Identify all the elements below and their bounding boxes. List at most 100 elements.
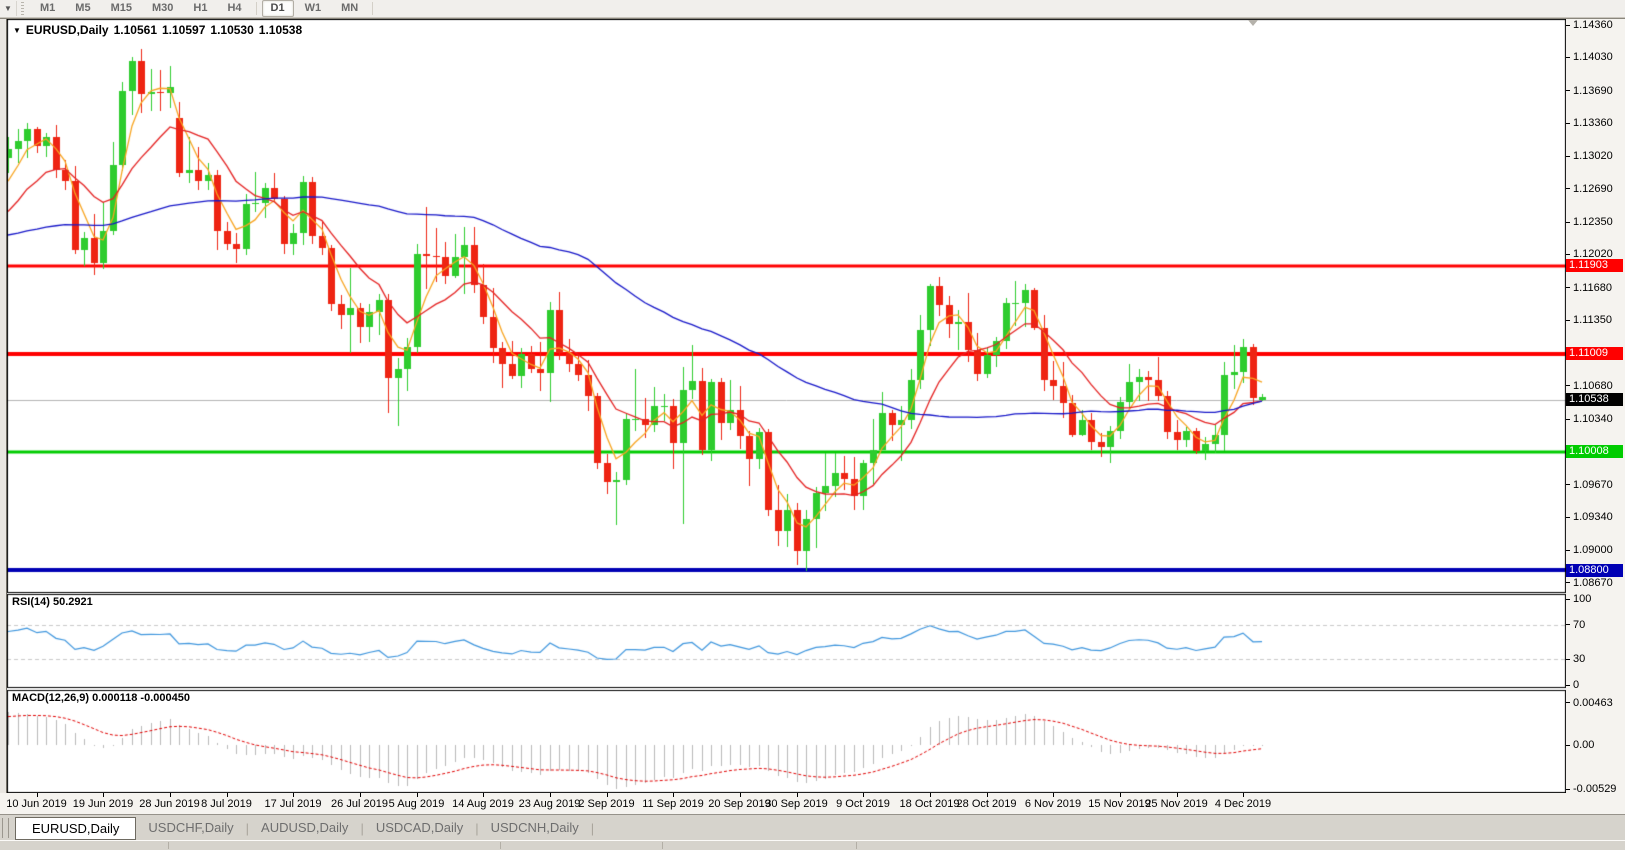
toolbar-grip-handle[interactable] bbox=[19, 2, 26, 15]
timeframe-button-h4[interactable]: H4 bbox=[227, 2, 242, 14]
timeframe-button-h1[interactable]: H1 bbox=[193, 2, 208, 14]
date-axis[interactable]: 10 Jun 2019 19 Jun 2019 28 Jun 2019 8 Jul 2… bbox=[0, 793, 1625, 814]
date-label: 25 Nov 2019 bbox=[1145, 798, 1208, 810]
ohlc-low: 1.10530 bbox=[210, 23, 254, 37]
date-label: 17 Jul 2019 bbox=[264, 798, 322, 810]
date-tick bbox=[483, 793, 484, 797]
date-tick bbox=[1053, 793, 1054, 797]
date-tick bbox=[863, 793, 864, 797]
price-tick: 1.13360 bbox=[1566, 117, 1613, 130]
price-tick: 1.09340 bbox=[1566, 511, 1613, 524]
price-tick: 1.11350 bbox=[1566, 314, 1612, 327]
timeframe-button-mn[interactable]: MN bbox=[341, 2, 359, 14]
tab-separator: | bbox=[360, 820, 364, 836]
date-label: 18 Oct 2019 bbox=[899, 798, 960, 810]
date-label: 11 Sep 2019 bbox=[642, 798, 704, 810]
toolbar-dropdown-button[interactable]: ▼ bbox=[0, 1, 17, 16]
date-label: 19 Jun 2019 bbox=[72, 798, 134, 810]
date-tick bbox=[169, 793, 171, 797]
date-label: 14 Aug 2019 bbox=[452, 798, 514, 810]
price-tick: 1.12350 bbox=[1566, 216, 1613, 229]
price-axis[interactable]: 1.14360 1.14030 1.13690 1.13360 1.13020 1.126… bbox=[1566, 19, 1625, 796]
chart-symbol-label: EURUSD,Daily bbox=[25, 23, 109, 37]
price-line-label: 1.08800 bbox=[1566, 563, 1623, 577]
tab-usdcnh[interactable]: USDCNH,Daily bbox=[490, 820, 579, 835]
date-label: 28 Jun 2019 bbox=[139, 798, 200, 810]
date-tick bbox=[986, 793, 988, 797]
ohlc-high: 1.10597 bbox=[162, 23, 206, 37]
price-tick: 0.00463 bbox=[1566, 696, 1613, 709]
date-label: 15 Nov 2019 bbox=[1088, 798, 1151, 810]
date-tick bbox=[929, 793, 931, 797]
date-tick bbox=[226, 793, 228, 797]
price-line-label: 1.10538 bbox=[1566, 393, 1623, 407]
status-bar bbox=[0, 840, 1625, 850]
date-label: 9 Oct 2019 bbox=[836, 798, 890, 810]
timeframe-button-m30[interactable]: M30 bbox=[151, 2, 174, 14]
timeframe-button-m15[interactable]: M15 bbox=[110, 2, 132, 14]
date-label: 2 Sep 2019 bbox=[578, 798, 635, 810]
date-tick bbox=[293, 793, 294, 797]
symbol-dropdown-icon[interactable]: ▼ bbox=[13, 25, 21, 35]
price-tick: 1.13020 bbox=[1566, 150, 1613, 163]
date-tick bbox=[1176, 793, 1178, 797]
price-tick: 1.14360 bbox=[1566, 19, 1613, 32]
timeframe-button-m5[interactable]: M5 bbox=[75, 2, 91, 14]
price-tick: 1.10680 bbox=[1566, 379, 1613, 392]
chart-canvas[interactable] bbox=[7, 19, 1566, 793]
price-line-label: 1.11903 bbox=[1566, 259, 1623, 273]
price-tick: 1.12690 bbox=[1566, 182, 1613, 195]
price-tick: 1.13690 bbox=[1566, 84, 1613, 97]
date-tick bbox=[1119, 793, 1121, 797]
timeframe-button-d1[interactable]: D1 bbox=[261, 0, 294, 17]
statusbar-separator bbox=[500, 842, 501, 849]
price-tick: 30 bbox=[1566, 653, 1585, 666]
date-label: 26 Jul 2019 bbox=[331, 798, 388, 810]
price-tick: -0.00529 bbox=[1566, 783, 1616, 796]
tab-audusd[interactable]: AUDUSD,Daily bbox=[261, 820, 349, 835]
timeframe-buttons: M1 M5 M15 M30 H1 H4 D1 W1 MN bbox=[30, 0, 377, 17]
statusbar-separator bbox=[662, 842, 663, 849]
date-tick bbox=[796, 793, 798, 797]
rsi-indicator-label: RSI(14) 50.2921 bbox=[12, 596, 93, 608]
chart-shift-marker-icon[interactable] bbox=[1248, 20, 1258, 26]
chevron-down-icon: ▼ bbox=[4, 4, 12, 13]
price-tick: 0.00 bbox=[1566, 739, 1594, 752]
price-tick: 70 bbox=[1566, 618, 1585, 631]
timeframe-button-w1[interactable]: W1 bbox=[304, 2, 322, 14]
date-tick bbox=[606, 793, 608, 797]
date-tick bbox=[359, 793, 361, 797]
price-tick: 1.09670 bbox=[1566, 478, 1613, 491]
toolbar-separator bbox=[372, 2, 374, 15]
statusbar-separator bbox=[168, 842, 169, 849]
date-tick bbox=[739, 793, 741, 797]
timeframe-button-m1[interactable]: M1 bbox=[40, 2, 56, 14]
date-tick bbox=[103, 793, 104, 797]
date-tick bbox=[36, 793, 38, 797]
price-tick: 0 bbox=[1566, 679, 1579, 692]
price-line-label: 1.10008 bbox=[1566, 445, 1623, 459]
tab-usdcad[interactable]: USDCAD,Daily bbox=[375, 820, 464, 835]
tab-usdchf[interactable]: USDCHF,Daily bbox=[148, 820, 234, 835]
date-label: 20 Sep 2019 bbox=[708, 798, 771, 810]
toolbar-separator bbox=[255, 2, 257, 15]
date-tick bbox=[416, 793, 418, 797]
ohlc-open: 1.10561 bbox=[113, 23, 157, 37]
price-tick: 1.12020 bbox=[1566, 248, 1613, 261]
chart-tab-bar: EURUSD,Daily USDCHF,Daily | AUDUSD,Daily | US… bbox=[0, 814, 1625, 841]
tabbar-grip bbox=[2, 818, 9, 838]
tab-separator: | bbox=[245, 820, 250, 836]
date-tick bbox=[673, 793, 674, 797]
date-label: 5 Aug 2019 bbox=[388, 798, 445, 810]
price-line-label: 1.11009 bbox=[1566, 347, 1623, 361]
statusbar-separator bbox=[856, 842, 857, 849]
date-tick bbox=[549, 793, 551, 797]
tab-eurusd[interactable]: EURUSD,Daily bbox=[15, 816, 137, 840]
date-label: 10 Jun 2019 bbox=[6, 798, 67, 810]
price-tick: 100 bbox=[1566, 593, 1591, 606]
price-tick: 1.11680 bbox=[1566, 281, 1612, 294]
date-tick bbox=[1243, 793, 1244, 797]
chart-title: ▼ EURUSD,Daily 1.10561 1.10597 1.10530 1… bbox=[13, 23, 302, 37]
price-tick: 1.10340 bbox=[1566, 413, 1613, 426]
date-label: 4 Dec 2019 bbox=[1214, 798, 1272, 810]
